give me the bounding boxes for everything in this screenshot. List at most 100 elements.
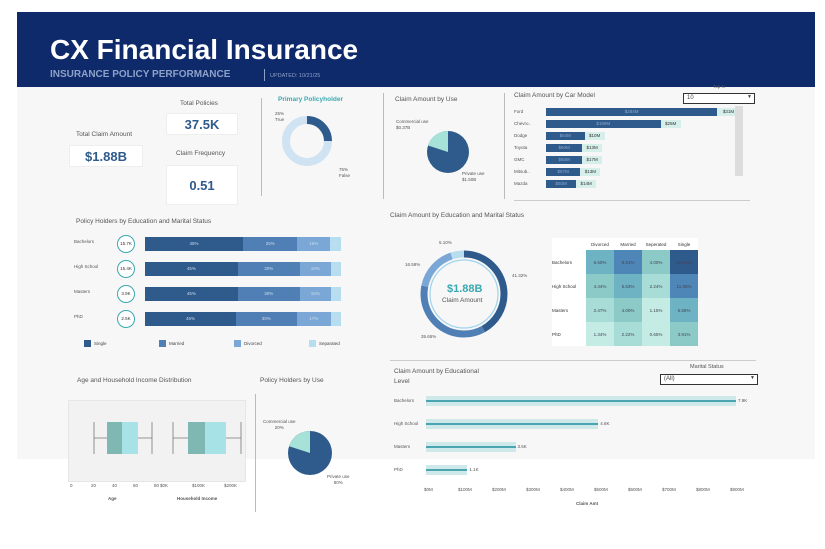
heatmap-cell: 20.82%	[670, 250, 698, 274]
bar-segment-divorced: 15%	[299, 287, 331, 301]
car-bar-extension: $13M	[580, 168, 601, 176]
car-bar-extension: $25M	[660, 120, 681, 128]
dashboard-title: CX Financial Insurance	[50, 34, 359, 65]
primary-true-label: 25% True	[275, 111, 285, 122]
header-banner	[17, 12, 815, 87]
heatmap-cell: 9.91%	[614, 250, 642, 274]
dashboard-subtitle: INSURANCE POLICY PERFORMANCE	[50, 69, 231, 80]
claim-axis-tick: $500M	[594, 487, 608, 492]
pie-commercial-slice	[289, 431, 310, 453]
total-policies-label: Total Policies	[180, 100, 218, 107]
education-marital-chart: Bachelors 15.7K 45% 25% 15% 5% High School 15.4…	[74, 235, 364, 335]
education-label: High School	[74, 264, 99, 269]
legend-swatch	[234, 340, 241, 347]
heatmap-cell: 5.63%	[614, 274, 642, 298]
donut-segment	[420, 250, 508, 338]
donut-segment	[420, 250, 508, 338]
car-bar-inner: $284M	[546, 108, 718, 116]
marital-status-dropdown[interactable]: (All) ▼	[660, 374, 758, 385]
income-axis-label: Household Income	[177, 496, 218, 501]
education-label: Masters	[74, 289, 91, 294]
car-model-label: Mazda	[514, 181, 528, 186]
claim-edu-marital-title: Claim Amount by Education and Marital St…	[390, 212, 525, 219]
car-model-label: Dodge	[514, 133, 528, 138]
edu-bar-value: 7.9K	[738, 398, 748, 403]
car-chart-baseline	[514, 200, 750, 201]
heatmap-cell: 1.34%	[586, 322, 614, 346]
age-tick: 80	[154, 483, 160, 488]
center-claim-label: Claim Amount	[442, 297, 483, 304]
edu-bar-line	[426, 469, 468, 471]
claim-axis-tick: $0M	[424, 487, 433, 492]
bar-segment-married: 25%	[243, 237, 298, 251]
edu-bar-line	[426, 423, 599, 425]
stacked-bar: 45% 25% 15% 5%	[145, 237, 341, 251]
claim-private-label: Private use $1.50B	[462, 171, 485, 182]
topn-label: Top N	[713, 84, 725, 89]
heatmap-cell: 11.05%	[670, 274, 698, 298]
claim-axis-tick: $100M	[458, 487, 472, 492]
section-divider-3	[255, 394, 256, 512]
claim-axis-tick: $600M	[628, 487, 642, 492]
car-bar-inner: $190M	[546, 120, 661, 128]
claim-edu-topline	[390, 360, 756, 361]
age-income-title: Age and Household Income Distribution	[77, 377, 192, 384]
bar-segment-divorced: 15%	[297, 237, 331, 251]
legend-label: Separated	[319, 341, 340, 346]
edu-bar-line	[426, 400, 736, 402]
income-boxplot	[172, 422, 242, 454]
heatmap-cell: 2.47%	[586, 298, 614, 322]
chevron-down-icon: ▼	[750, 375, 755, 381]
edu-level-label: Masters	[394, 444, 411, 449]
car-model-chart: Ford $284M $31M Chevro.. $190M $25M Dodge $64M $…	[514, 108, 740, 198]
claim-edu-marital-donut	[420, 250, 508, 338]
bar-segment-single: 45%	[145, 287, 238, 301]
edu-bar-value: 3.5K	[517, 444, 527, 449]
donut-true-segment	[282, 116, 332, 166]
bar-segment-married: 30%	[237, 287, 300, 301]
edu-level-label: Bachelors	[394, 398, 415, 403]
car-model-label: Chevro..	[514, 121, 532, 126]
car-bar-extension: $10M	[584, 132, 605, 140]
car-bar-extension: $17M	[582, 156, 603, 164]
total-claim-value: $1.88B	[69, 145, 143, 167]
heatmap-cell: 0.65%	[642, 322, 670, 346]
car-bar-inner: $64M	[546, 132, 585, 140]
heatmap-cell: 3.91%	[670, 322, 698, 346]
claim-by-use-title: Claim Amount by Use	[395, 96, 458, 103]
car-chart-scrollbar[interactable]	[735, 106, 743, 176]
count-badge: 15.4K	[117, 260, 135, 278]
car-model-title: Claim Amount by Car Model	[514, 92, 595, 99]
income-tick: $200K	[224, 483, 238, 488]
heatmap-col-header: Single	[677, 241, 691, 247]
count-badge: 15.7K	[117, 235, 135, 253]
marital-status-label: Marital Status	[690, 364, 724, 370]
legend-label: Married	[169, 341, 185, 346]
claim-axis-tick: $700M	[662, 487, 676, 492]
bar-segment-divorced: 17%	[296, 312, 331, 326]
total-claim-label: Total Claim Amount	[76, 131, 132, 138]
education-marital-legend: Single Married Divorced Separated	[84, 340, 364, 350]
claim-axis-tick: $300M	[526, 487, 540, 492]
topn-dropdown[interactable]: 10 ▼	[683, 93, 755, 104]
heatmap-row-header: Masters	[552, 307, 569, 313]
bar-segment-married: 30%	[237, 262, 300, 276]
section-divider-2	[504, 93, 505, 199]
bar-segment-single: 45%	[145, 237, 243, 251]
bar-segment-single: 45%	[145, 312, 236, 326]
heatmap-col-header: Married	[620, 241, 636, 247]
car-bar-inner: $60M	[546, 144, 583, 152]
legend-label: Single	[94, 341, 107, 346]
policy-private-label: Private use 80%	[327, 474, 350, 485]
heatmap-cell: 1.15%	[642, 298, 670, 322]
car-bar-extension: $13M	[582, 144, 603, 152]
count-badge: 3.9K	[117, 285, 135, 303]
car-bar-extension: $31M	[717, 108, 740, 116]
age-boxplot	[93, 422, 153, 454]
claim-axis-tick: $900M	[730, 487, 744, 492]
claim-frequency-label: Claim Frequency	[176, 150, 226, 157]
policy-by-use-title: Policy Holders by Use	[260, 377, 324, 384]
claim-by-edu-chart: Bachelors 7.9K High School 4.6K Masters 3.5K P…	[394, 390, 754, 490]
age-tick: 0	[70, 483, 73, 488]
bar-segment-married: 30%	[235, 312, 297, 326]
